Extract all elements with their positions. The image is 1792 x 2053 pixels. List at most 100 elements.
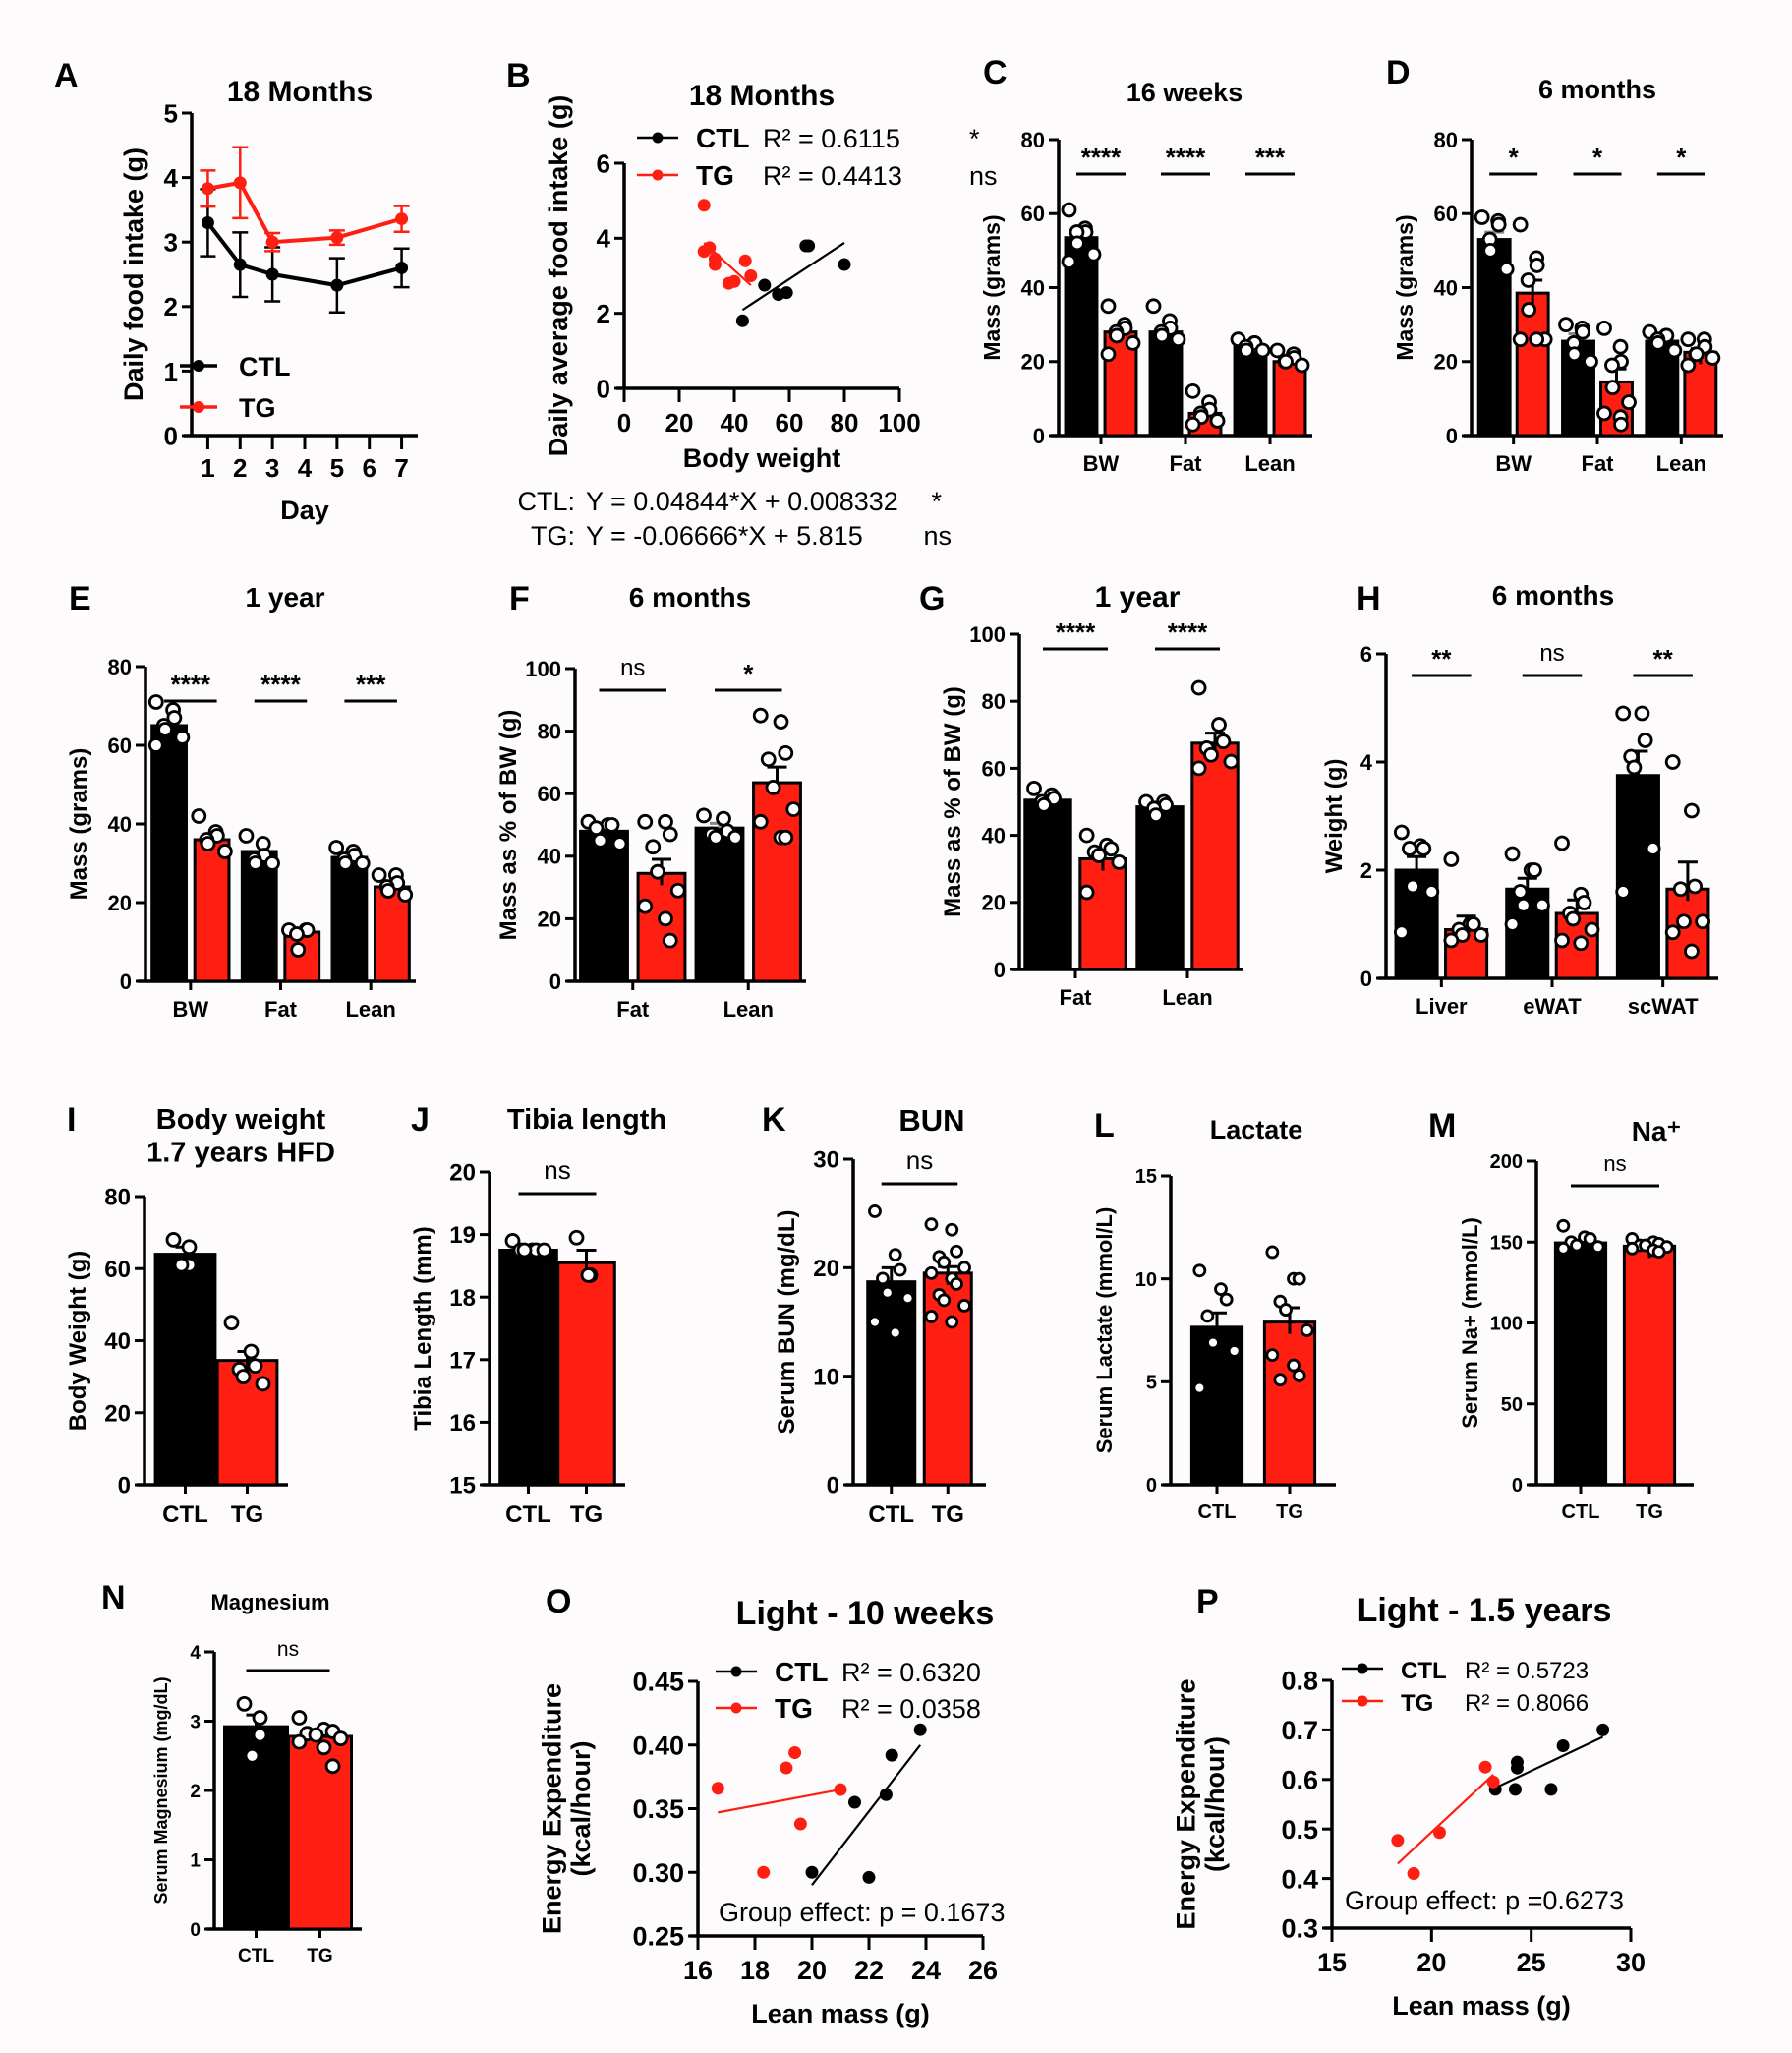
- chart-title: Light - 1.5 years: [1358, 1592, 1612, 1629]
- y-tick-label: 60: [982, 756, 1006, 781]
- bar-ctl: [153, 1253, 217, 1487]
- x-tick-label: TG: [307, 1946, 332, 1966]
- data-point-ctl: [1227, 1344, 1242, 1358]
- data-point-ctl: [848, 1795, 861, 1809]
- data-point-ctl: [147, 694, 164, 710]
- data-point-ctl: [1556, 1218, 1571, 1233]
- y-tick-label: 0: [1146, 1475, 1157, 1496]
- significance-label: *: [1509, 143, 1520, 172]
- data-point-ctl: [1254, 342, 1271, 359]
- data-point-tg: [1680, 331, 1697, 348]
- data-point-tg: [773, 714, 789, 730]
- data-point-ctl: [1498, 261, 1515, 277]
- data-point-tg: [703, 241, 717, 255]
- y-tick-label: 80: [538, 720, 561, 744]
- data-point-tg: [1211, 717, 1227, 733]
- y-tick-label: 0: [1033, 424, 1045, 448]
- bar-ctl: [1135, 805, 1185, 971]
- y-tick-label: 0: [597, 374, 610, 403]
- y-tick-label: 0: [190, 1920, 201, 1941]
- y-tick-label: 4: [597, 224, 611, 254]
- y-tick-label: 4: [164, 163, 179, 193]
- data-point-ctl: [1666, 342, 1683, 359]
- chart-title: 16 weeks: [1127, 78, 1243, 107]
- panel-label: K: [762, 1101, 786, 1139]
- panel-label: N: [101, 1579, 126, 1616]
- y-tick-label: 80: [1021, 128, 1045, 152]
- y-axis-title: Serum Lactate (mmol/L): [1092, 1207, 1117, 1454]
- data-point-tg: [1078, 884, 1095, 901]
- data-point-tg: [243, 1343, 260, 1360]
- data-point-ctl: [264, 855, 280, 871]
- legend-marker-tg: [193, 401, 204, 413]
- panel-label: B: [506, 57, 531, 94]
- panel-k-bun-bar: K BUN 0 10 20 30 Serum BUN (mg/dL) CTL TG ns: [737, 1082, 1081, 1544]
- chart-group: B 18 Months 0 2 4 6 Daily average food intake …: [506, 57, 998, 551]
- panel-label: M: [1428, 1107, 1456, 1144]
- data-point-ctl: [893, 1262, 907, 1277]
- x-tick-label: 100: [878, 408, 920, 438]
- data-point-tg: [1111, 853, 1127, 870]
- data-point-tg: [1185, 416, 1201, 433]
- data-point-tg: [778, 744, 794, 761]
- data-point-ctl: [1192, 1263, 1207, 1278]
- chart-svg: D 6 months 0 20 40 60 80 Mass (grams) BW Fat Lean *…: [1386, 54, 1723, 476]
- data-point-tg: [201, 182, 214, 196]
- data-point-ctl: [868, 1204, 882, 1218]
- legend-label-tg: TG: [1401, 1690, 1433, 1717]
- y-tick-label: 100: [969, 622, 1006, 647]
- y-tick-label: 0: [994, 958, 1006, 982]
- x-tick-label: 40: [721, 408, 749, 438]
- y-tick-label: 60: [1021, 202, 1045, 226]
- chart-svg: L Lactate 0 5 10 15 Serum Lactate (mmol/L) CTL T…: [1092, 1107, 1336, 1523]
- panel-label: D: [1386, 54, 1411, 91]
- data-point-ctl: [592, 833, 608, 849]
- chart-title: 1 year: [246, 582, 325, 613]
- x-tick-label: 25: [1517, 1948, 1546, 1977]
- bar-ctl: [150, 724, 188, 983]
- panel-label: C: [983, 54, 1008, 91]
- data-point-tg: [1203, 746, 1219, 763]
- data-point-tg: [395, 212, 409, 226]
- chart-svg: K BUN 0 10 20 30 Serum BUN (mg/dL) CTL TG ns: [762, 1101, 986, 1528]
- data-point-ctl: [1401, 841, 1417, 856]
- data-point-ctl: [1645, 841, 1661, 856]
- data-point-tg: [1554, 835, 1570, 851]
- data-point-ctl: [1154, 327, 1170, 344]
- y-axis-title: Serum BUN (mg/dL): [774, 1210, 800, 1435]
- data-point-ctl: [1219, 1292, 1234, 1307]
- significance-label: *: [743, 659, 754, 688]
- legend-r2-ctl: R² = 0.5723: [1465, 1658, 1589, 1684]
- data-point-tg: [1604, 357, 1620, 374]
- x-tick-label: BW: [1495, 451, 1532, 476]
- data-point-tg: [568, 1229, 585, 1246]
- data-point-tg: [778, 829, 794, 846]
- chart-title: Magnesium: [210, 1590, 329, 1614]
- y-tick-label: 16: [449, 1410, 476, 1437]
- y-tick-label: 80: [104, 1185, 131, 1211]
- x-tick-label: 20: [665, 408, 694, 438]
- chart-svg: B 18 Months 0 2 4 6 Daily average food intake …: [506, 57, 998, 551]
- x-tick-label: CTL: [1198, 1501, 1237, 1523]
- data-point-tg: [1125, 335, 1141, 351]
- x-tick-label: TG: [570, 1501, 603, 1528]
- x-tick-label: Fat: [1170, 451, 1203, 476]
- chart-group: J Tibia length 15 16 17 18 19 20 Tibia Length (m…: [410, 1101, 666, 1528]
- panel-label: A: [54, 57, 79, 94]
- data-point-tg: [924, 1217, 939, 1232]
- data-point-tg: [1664, 754, 1681, 770]
- data-point-tg: [1612, 338, 1629, 355]
- y-tick-label: 0: [1360, 967, 1372, 991]
- data-point-ctl: [1544, 1783, 1558, 1796]
- y-tick-label: 6: [597, 148, 610, 178]
- data-point-ctl: [780, 286, 793, 300]
- data-point-tg: [1684, 943, 1700, 960]
- data-point-ctl: [1148, 807, 1164, 824]
- significance-label: ***: [356, 670, 386, 699]
- data-point-tg: [765, 779, 781, 795]
- y-tick-label: 20: [982, 891, 1006, 915]
- data-point-tg: [1432, 1826, 1446, 1840]
- x-tick-label: Fat: [1060, 985, 1093, 1010]
- panel-label: H: [1357, 580, 1381, 617]
- panel-b-food-intake-scatter: B 18 Months 0 2 4 6 Daily average food intake …: [491, 0, 998, 560]
